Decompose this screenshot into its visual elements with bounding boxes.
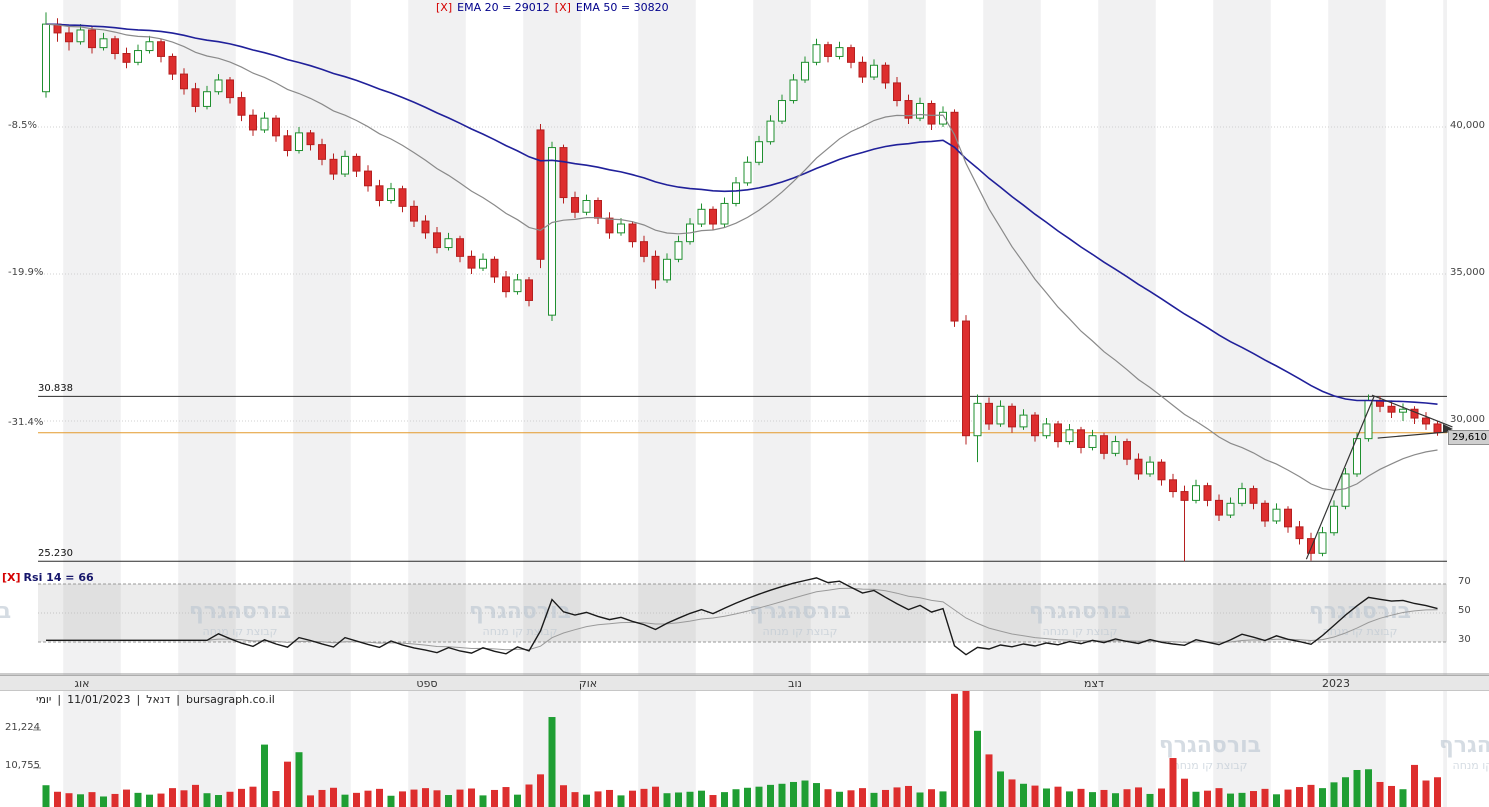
rsi-lines: [46, 577, 1438, 656]
rsi-axis-label: 30: [1458, 634, 1471, 645]
month-label: דצמ: [1083, 677, 1104, 690]
volume-axis-label: 21,224: [5, 722, 40, 733]
timeframe-label: יומי: [36, 693, 52, 706]
pct-axis-label: -31.4%: [8, 417, 44, 428]
rsi-axis-label: 70: [1458, 576, 1471, 587]
rsi-close-icon[interactable]: [X]: [2, 571, 21, 584]
month-label: 2023: [1322, 677, 1350, 690]
separator: |: [176, 693, 180, 706]
rsi-legend: [X] Rsi 14 = 66: [2, 571, 94, 584]
rsi-axis-label: 50: [1458, 605, 1471, 616]
separator: |: [136, 693, 141, 706]
price-axis-label: 35,000: [1450, 267, 1485, 278]
watermark: בורסהגרף: [189, 599, 291, 624]
ema50-close-icon[interactable]: [X]: [554, 1, 571, 14]
support-level-label: 25.230: [38, 548, 73, 559]
instrument-label: דנאל: [146, 693, 171, 706]
candles: [42, 12, 1442, 562]
source-label: bursagraph.co.il: [185, 693, 275, 706]
price-axis-label: 30,000: [1450, 414, 1485, 425]
watermark: בורסהגרף: [1029, 599, 1131, 624]
pct-axis-label: -8.5%: [8, 120, 38, 131]
watermark-subtitle: קבוצת קו מנחה: [1453, 759, 1489, 772]
pct-axis-label: -19.9%: [8, 267, 44, 278]
trendlines: [1305, 394, 1453, 560]
status-bar: יומי | 11/01/2023 | דנאל | bursagraph.co…: [36, 693, 275, 706]
rsi-label: Rsi 14 = 66: [23, 571, 94, 584]
volume-bars: [42, 688, 1441, 807]
month-label: אוק: [578, 677, 598, 690]
watermark: בורסהגרף: [749, 599, 851, 624]
last-price-badge: 29,610: [1448, 430, 1489, 445]
ema20-label: EMA 20 = 29012: [457, 1, 550, 14]
resistance-level-label: 30.838: [38, 383, 73, 394]
watermark: בורסהגרף: [1159, 733, 1261, 758]
ema-lines: [45, 23, 1438, 491]
watermark-subtitle: קבוצת קו מנחה: [763, 625, 838, 638]
week-stripes: [63, 0, 1447, 807]
separator: |: [57, 693, 62, 706]
watermark: בורסהגרף: [0, 599, 11, 624]
month-label: נוב: [788, 677, 802, 690]
volume-axis-label: 10,755: [5, 760, 40, 771]
watermark-subtitle: קבוצת קו מנחה: [1043, 625, 1118, 638]
date-axis: אוג ספט אוק נוב דצמ 2023: [0, 675, 1489, 691]
ema50-label: EMA 50 = 30820: [575, 1, 669, 14]
month-label: ספט: [416, 677, 438, 690]
price-axis-label: 40,000: [1450, 120, 1485, 131]
watermark-subtitle: קבוצת קו מנחה: [483, 625, 558, 638]
gridlines: [0, 126, 1489, 769]
ema20-close-icon[interactable]: [X]: [436, 1, 453, 14]
watermark: בורסהגרף: [1439, 733, 1489, 758]
watermark-subtitle: קבוצת קו מנחה: [1173, 759, 1248, 772]
date-label: 11/01/2023: [67, 693, 131, 706]
month-label: אוג: [74, 677, 90, 690]
watermark: בורסהגרף: [469, 599, 571, 624]
indicator-legend: [X] EMA 20 = 29012 [X] EMA 50 = 30820: [436, 1, 669, 14]
